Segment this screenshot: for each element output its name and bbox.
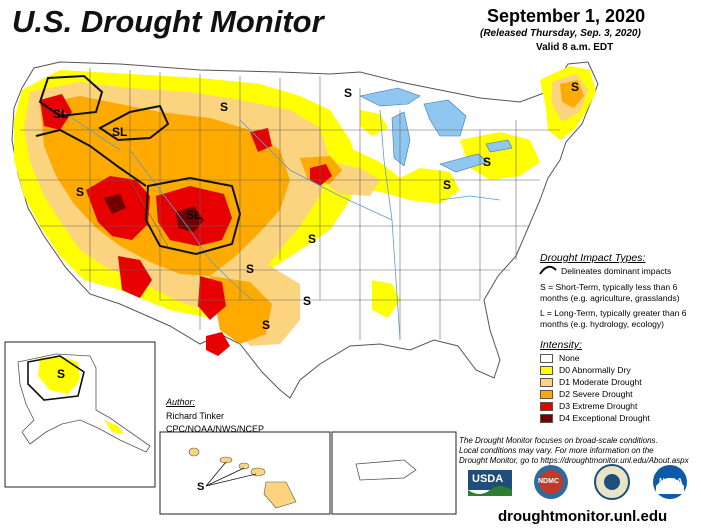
noaa-logo <box>653 465 687 499</box>
intensity-legend-heading: Intensity: <box>540 339 583 351</box>
intensity-label: None <box>559 353 580 363</box>
intensity-item-d3: D3 Extreme Drought <box>540 400 650 412</box>
author-name: Richard Tinker <box>166 411 225 421</box>
author-heading: Author: <box>166 397 196 407</box>
valid-time: Valid 8 a.m. EDT <box>536 42 614 53</box>
intensity-legend: None D0 Abnormally Dry D1 Moderate Droug… <box>540 352 650 424</box>
impact-label-s-minnesota: S <box>344 86 353 100</box>
hawaii-inset-frame <box>159 431 331 515</box>
state-borders <box>20 68 560 340</box>
impact-label-s-oklahoma: S <box>303 294 312 308</box>
swatch-d3 <box>540 401 553 411</box>
impact-legend-heading: Drought Impact Types: <box>540 252 646 264</box>
hawaii-pointer-lines <box>205 461 257 487</box>
noaa-logo-text: NOAA <box>659 477 683 486</box>
usda-logo <box>468 470 512 496</box>
impact-label-s-hawaii: S <box>197 481 205 493</box>
author-org: CPC/NOAA/NWS/NCEP <box>166 424 265 434</box>
impact-label-sl-colorado: SL <box>186 208 202 222</box>
website-link[interactable]: droughtmonitor.unl.edu <box>498 508 668 525</box>
impact-label-s-alaska: S <box>57 367 66 381</box>
intensity-item-d1: D1 Moderate Drought <box>540 376 650 388</box>
impact-label-s-texas-north: S <box>246 262 255 276</box>
impact-legend-short-term: S = Short-Term, typically less than 6 mo… <box>540 282 680 303</box>
alaska-outline <box>17 353 151 453</box>
note-line-3: Drought Monitor, go to https://droughtmo… <box>459 456 689 465</box>
ndmc-logo <box>534 465 568 499</box>
impact-label-sl-oregon: SL <box>53 107 69 121</box>
impact-label-s-ohio: S <box>443 178 452 192</box>
swatch-d4 <box>540 413 553 423</box>
note-line-1: The Drought Monitor focuses on broad-sca… <box>459 436 658 445</box>
intensity-item-d0: D0 Abnormally Dry <box>540 364 650 376</box>
intensity-label: D3 Extreme Drought <box>559 401 638 411</box>
impact-label-s-kansas: S <box>308 232 317 246</box>
impact-label-s-montana: S <box>220 100 229 114</box>
impact-legend-delineates: Delineates dominant impacts <box>561 266 672 276</box>
swatch-d0 <box>540 365 553 375</box>
hawaii-islands <box>188 447 297 509</box>
note-line-2: Local conditions may vary. For more info… <box>459 446 654 455</box>
impact-label-s-texas-central: S <box>262 318 271 332</box>
unl-logo <box>594 464 630 500</box>
intensity-label: D0 Abnormally Dry <box>559 365 631 375</box>
alaska-inset-frame <box>4 341 156 488</box>
impact-lines <box>35 74 242 256</box>
impact-legend-long-term: L = Long-Term, typically greater than 6 … <box>540 308 687 329</box>
impact-label-s-maine: S <box>571 80 580 94</box>
map-title: U.S. Drought Monitor <box>12 4 324 39</box>
impact-label-s-pennsylvania: S <box>483 155 492 169</box>
swatch-none <box>540 353 553 363</box>
d4-areas <box>104 194 204 232</box>
puerto-rico-inset-frame <box>331 431 457 515</box>
intensity-label: D1 Moderate Drought <box>559 377 642 387</box>
impact-label-s-nevada: S <box>76 185 85 199</box>
usda-logo-text: USDA <box>472 473 504 485</box>
great-lakes <box>359 87 513 173</box>
release-date: (Released Thursday, Sep. 3, 2020) <box>480 28 641 39</box>
swatch-d1 <box>540 377 553 387</box>
intensity-item-d2: D2 Severe Drought <box>540 388 650 400</box>
intensity-item-none: None <box>540 352 650 364</box>
puerto-rico-outline <box>355 459 417 481</box>
intensity-item-d4: D4 Exceptional Drought <box>540 412 650 424</box>
d2-areas <box>40 80 584 344</box>
swatch-d2 <box>540 389 553 399</box>
intensity-label: D2 Severe Drought <box>559 389 633 399</box>
rivers <box>59 109 501 341</box>
delineation-sample-line <box>539 265 557 275</box>
impact-label-sl-idaho: SL <box>112 125 128 139</box>
map-date: September 1, 2020 <box>487 6 646 26</box>
ndmc-logo-text: NDMC <box>538 478 559 485</box>
intensity-label: D4 Exceptional Drought <box>559 413 650 423</box>
